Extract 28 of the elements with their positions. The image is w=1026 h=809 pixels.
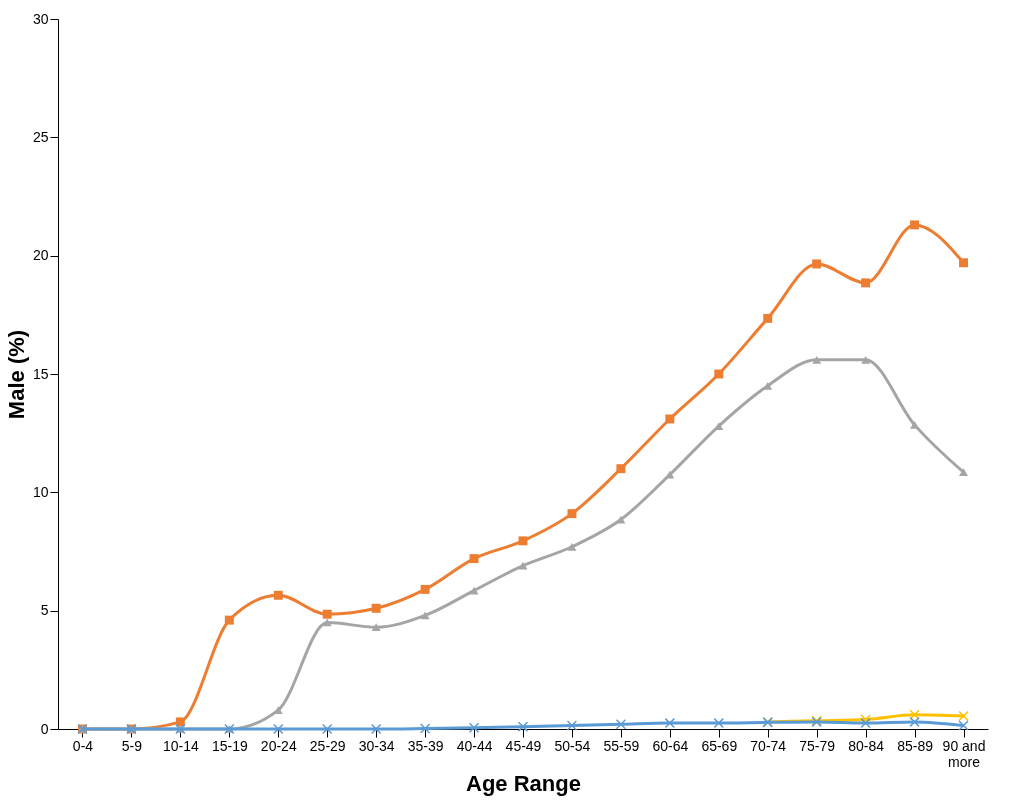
x-tick-label: 30-34 <box>358 737 395 754</box>
x-tick-label: 75-79 <box>799 737 836 754</box>
x-tick-label: 35-39 <box>407 737 444 754</box>
y-tick-label: 30 <box>32 10 49 27</box>
x-tick-label: 10-14 <box>162 737 199 754</box>
y-axis-title: Male (%) <box>3 329 29 420</box>
y-tick-label: 25 <box>32 128 49 145</box>
x-tick-label: 70-74 <box>750 737 787 754</box>
x-tick-label: 20-24 <box>260 737 297 754</box>
y-tick-label: 5 <box>40 602 49 619</box>
x-tick-label: 25-29 <box>309 737 346 754</box>
x-tick-label: 55-59 <box>603 737 640 754</box>
x-tick-label: 85-89 <box>897 737 934 754</box>
x-tick-label: 45-49 <box>505 737 542 754</box>
x-axis-title: Age Range <box>466 770 581 796</box>
x-tick-label: 50-54 <box>554 737 591 754</box>
x-tick-label: 0-4 <box>72 737 94 754</box>
y-tick-label: 15 <box>32 365 49 382</box>
x-tick-label: 80-84 <box>848 737 885 754</box>
x-tick-label: 40-44 <box>456 737 493 754</box>
y-tick-label: 0 <box>40 720 49 737</box>
x-tick-label: 65-69 <box>701 737 738 754</box>
y-tick-label: 10 <box>32 483 49 500</box>
y-tick-label: 20 <box>32 247 49 264</box>
x-tick-label: 5-9 <box>121 737 143 754</box>
x-tick-label: 60-64 <box>652 737 689 754</box>
x-tick-label: 90 and more <box>942 737 986 770</box>
x-tick-label: 15-19 <box>211 737 248 754</box>
